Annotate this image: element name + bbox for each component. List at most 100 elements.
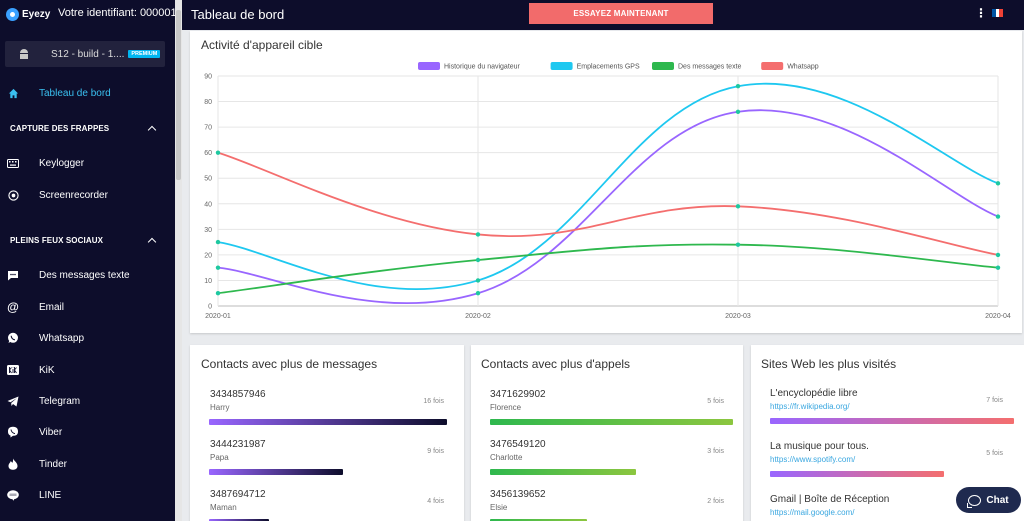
sidebar-item-screenrecorder[interactable]: Screenrecorder (0, 185, 175, 205)
sidebar-item-telegram[interactable]: Telegram (0, 391, 175, 411)
language-flag-icon[interactable] (992, 9, 1004, 17)
data-point (215, 265, 221, 270)
site-entry[interactable]: Gmail | Boîte de Réception https://mail.g… (751, 494, 1024, 521)
sidebar-item-viber[interactable]: Viber (0, 422, 175, 442)
count-label: 9 fois (427, 448, 444, 455)
sidebar-item-label: LINE (39, 489, 62, 501)
sidebar-item-sms[interactable]: Des messages texte (0, 265, 175, 285)
y-tick-label: 50 (204, 176, 212, 183)
contact-name: Papa (210, 453, 229, 462)
chat-button[interactable]: Chat (956, 487, 1021, 513)
y-tick-label: 60 (204, 150, 212, 157)
site-entry[interactable]: La musique pour tous. https://www.spotify… (751, 441, 1024, 494)
sidebar-item-label: KiK (39, 364, 55, 376)
contact-number: 3487694712 (210, 489, 266, 500)
y-tick-label: 0 (208, 304, 212, 311)
chat-label: Chat (986, 494, 1009, 506)
device-name: S12 - build - 1.... (51, 48, 125, 60)
sidebar-scrollbar[interactable] (175, 0, 182, 521)
site-title: L'encyclopédie libre (770, 388, 858, 399)
contact-name: Maman (210, 503, 237, 512)
contact-number: 3456139652 (490, 489, 546, 500)
contact-entry[interactable]: 3487694712 Maman 4 fois (190, 489, 464, 521)
x-tick-label: 2020-04 (985, 313, 1011, 320)
kik-icon (7, 364, 19, 376)
progress-bar (490, 519, 587, 521)
contact-entry[interactable]: 3476549120 Charlotte 3 fois (471, 439, 743, 489)
data-point (735, 242, 741, 247)
contact-entry[interactable]: 3471629902 Florence 5 fois (471, 389, 743, 439)
site-title: La musique pour tous. (770, 441, 869, 452)
sidebar-item-label: Whatsapp (39, 332, 85, 344)
contact-number: 3434857946 (210, 389, 266, 400)
contact-name: Florence (490, 403, 522, 412)
chat-bubble-icon (967, 494, 982, 508)
legend-swatch (652, 62, 674, 70)
count-label: 2 fois (707, 498, 724, 505)
section-title-keystrokes: CAPTURE DES FRAPPES (10, 124, 110, 133)
device-selector[interactable]: S12 - build - 1.... PREMIUM (5, 41, 165, 67)
y-tick-label: 40 (204, 201, 212, 208)
data-point (475, 257, 481, 263)
count-label: 5 fois (986, 450, 1003, 457)
sidebar-item-tinder[interactable]: Tinder (0, 454, 175, 474)
sidebar-item-whatsapp[interactable]: Whatsapp (0, 328, 175, 348)
data-point (735, 109, 741, 114)
top-call-contacts-card: Contacts avec plus d'appels 3471629902 Fl… (471, 345, 743, 521)
android-icon (19, 49, 29, 59)
more-menu-icon[interactable] (975, 6, 987, 20)
data-point (735, 84, 741, 89)
data-point (995, 252, 1001, 258)
sidebar-item-kik[interactable]: KiK (0, 360, 175, 380)
viber-icon (7, 426, 19, 438)
x-tick-label: 2020-02 (465, 313, 491, 320)
scrollbar-thumb[interactable] (176, 10, 181, 180)
contact-entry[interactable]: 3434857946 Harry 16 fois (190, 389, 464, 439)
keyboard-icon (7, 157, 19, 169)
telegram-icon (7, 395, 19, 407)
flag-stripe (995, 9, 1000, 17)
record-icon (7, 189, 19, 201)
series-line (217, 151, 999, 256)
sidebar: Eyezy Votre identifiant: 000001 S12 - bu… (0, 0, 175, 521)
top-header: Tableau de bord ESSAYEZ MAINTENANT (182, 0, 1024, 30)
sidebar-item-label: Telegram (39, 395, 81, 407)
sidebar-item-dashboard[interactable]: Tableau de bord (0, 83, 175, 103)
chevron-up-icon[interactable] (148, 124, 156, 132)
data-point (475, 232, 481, 237)
series-line (217, 109, 999, 305)
brand-logo[interactable]: Eyezy (6, 6, 50, 22)
sidebar-item-line[interactable]: LINE (0, 485, 175, 505)
contact-entry[interactable]: 3456139652 Elsie 2 fois (471, 489, 743, 521)
contact-number: 3471629902 (490, 389, 546, 400)
user-identifier: Votre identifiant: 000001 (58, 7, 175, 19)
sidebar-item-label: Email (39, 301, 65, 313)
page-title: Tableau de bord (191, 7, 285, 22)
y-tick-label: 20 (204, 252, 212, 259)
card-title: Contacts avec plus de messages (201, 357, 378, 371)
legend-swatch (418, 62, 440, 70)
try-now-button[interactable]: ESSAYEZ MAINTENANT (529, 3, 713, 24)
site-url-link[interactable]: https://mail.google.com/ (770, 508, 855, 517)
sidebar-item-email[interactable]: @ Email (0, 297, 175, 317)
site-url-link[interactable]: https://www.spotify.com/ (770, 455, 856, 464)
progress-bar (490, 419, 733, 425)
contact-entry[interactable]: 3444231987 Papa 9 fois (190, 439, 464, 489)
progress-bar (490, 469, 636, 475)
eye-icon (6, 7, 19, 21)
flame-icon (7, 458, 19, 470)
contact-number: 3444231987 (210, 439, 266, 450)
site-entry[interactable]: L'encyclopédie libre https://fr.wikipedia… (751, 388, 1024, 441)
site-url-link[interactable]: https://fr.wikipedia.org/ (770, 402, 850, 411)
sidebar-item-keylogger[interactable]: Keylogger (0, 153, 175, 173)
sidebar-item-label: Screenrecorder (39, 189, 108, 201)
y-tick-label: 70 (204, 125, 212, 132)
data-point (475, 278, 481, 283)
premium-badge: PREMIUM (128, 50, 161, 58)
series-line (217, 82, 999, 290)
data-point (215, 291, 221, 296)
progress-bar (770, 471, 944, 477)
x-tick-label: 2020-01 (205, 313, 231, 320)
activity-chart-title: Activité d'appareil cible (201, 38, 323, 52)
chevron-up-icon[interactable] (148, 236, 156, 244)
